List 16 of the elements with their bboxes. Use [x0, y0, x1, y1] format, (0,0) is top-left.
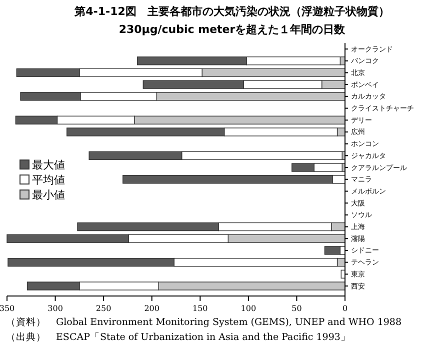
bar — [324, 246, 341, 255]
x-tick-label: 250 — [96, 304, 112, 314]
x-tick-label: 350 — [0, 304, 15, 314]
text: （出典） ESCAP「State of Urbanization in Asia and the Pacific 1993」 — [6, 331, 350, 343]
legend-label: 最小値 — [32, 188, 65, 202]
x-tick-label: 100 — [240, 304, 256, 314]
x-tick-label: 50 — [292, 304, 302, 314]
x-tick-label: 300 — [48, 304, 63, 314]
chart-subtitle: 230μg/cubic meterを超えた１年間の日数 — [118, 23, 346, 36]
x-tick-label: 0 — [342, 304, 348, 314]
legend-label: 平均値 — [32, 174, 65, 186]
chart-title: 第4-1-12図 主要各都市の大気汚染の状況（浮遊粒子状物質） — [74, 5, 390, 18]
legend-label: 最大値 — [32, 158, 65, 172]
text: （資料） Global Environment Monitoring System (GEMS), UNEP and WHO 1988 — [6, 316, 402, 328]
x-tick-label: 150 — [192, 304, 208, 314]
x-tick-label: 200 — [144, 304, 160, 314]
